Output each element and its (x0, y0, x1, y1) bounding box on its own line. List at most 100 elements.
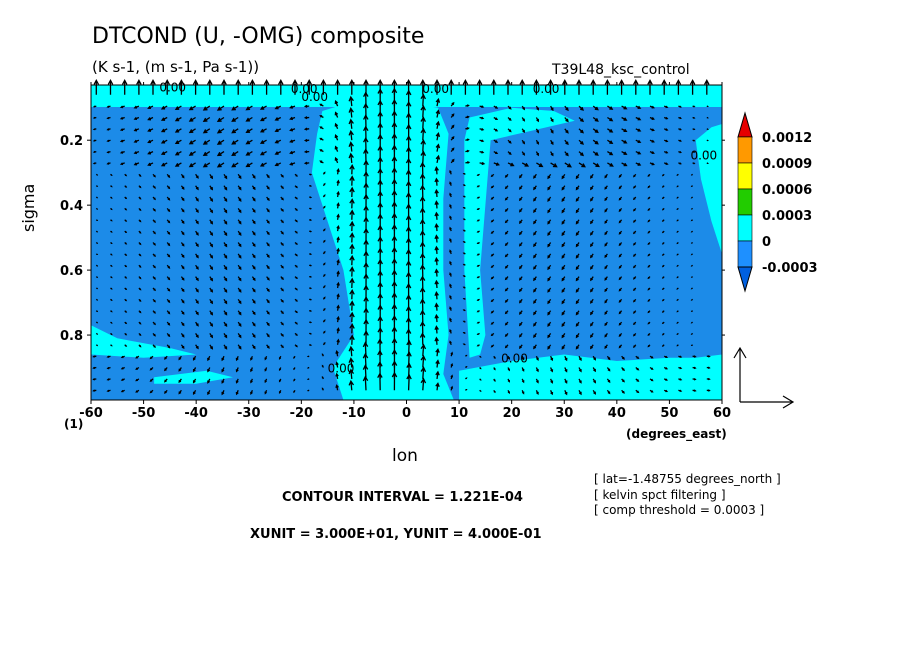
wind-vector (336, 338, 340, 345)
wind-vector (110, 298, 113, 302)
wind-vector (306, 389, 310, 392)
wind-vector (632, 310, 637, 314)
wind-vector (462, 172, 466, 175)
wind-vector (420, 377, 427, 391)
wind-vector (278, 79, 284, 95)
wind-vector (223, 208, 228, 214)
wind-vector (266, 173, 270, 179)
wind-vector (547, 287, 552, 293)
wind-vector (178, 355, 182, 361)
wind-vector (434, 336, 439, 345)
wind-vector (632, 298, 637, 303)
wind-vector (303, 138, 310, 142)
wind-vector (618, 298, 623, 303)
wind-vector (434, 279, 439, 289)
wind-vector (448, 79, 454, 95)
wind-vector (251, 298, 256, 304)
wind-vector (119, 105, 125, 109)
wind-vector (676, 344, 679, 347)
wind-vector (322, 330, 326, 334)
wind-vector (676, 298, 679, 301)
wind-vector (419, 286, 426, 300)
wind-vector (504, 242, 509, 247)
wind-vector (462, 229, 466, 232)
wind-vector (604, 264, 608, 270)
wind-vector (462, 252, 466, 255)
field-lens-patch (154, 370, 233, 384)
wind-vector (192, 79, 199, 95)
wind-vector (334, 79, 341, 95)
wind-vector (336, 304, 340, 311)
wind-vector (661, 230, 665, 234)
wind-vector (521, 128, 526, 133)
wind-vector (419, 332, 426, 345)
wind-vector (216, 139, 225, 145)
wind-vector (575, 219, 580, 225)
wind-vector (676, 219, 679, 222)
wind-vector (521, 139, 526, 145)
wind-vector (462, 297, 466, 300)
wind-vector (251, 253, 256, 259)
wind-vector (632, 276, 637, 280)
wind-vector (124, 298, 128, 302)
wind-vector (663, 139, 669, 143)
wind-vector (306, 378, 310, 380)
wind-vector (592, 367, 597, 373)
wind-vector (216, 105, 225, 111)
wind-vector (434, 188, 439, 198)
wind-vector (535, 151, 539, 157)
wind-vector (606, 367, 611, 372)
wind-vector (676, 287, 679, 290)
wind-vector (490, 332, 495, 337)
wind-vector (661, 79, 667, 95)
wind-vector (479, 139, 485, 143)
wind-vector (434, 313, 439, 323)
wind-vector (264, 355, 268, 361)
wind-vector (706, 366, 711, 370)
wind-vector (647, 264, 651, 268)
wind-vector (663, 355, 669, 359)
wind-vector (95, 241, 99, 244)
wind-vector (209, 219, 214, 225)
wind-vector (550, 151, 554, 157)
colorbar-label: 0.0012 (762, 131, 812, 146)
wind-vector (349, 311, 355, 323)
wind-vector (294, 298, 298, 302)
wind-vector (419, 207, 426, 220)
wind-vector (294, 219, 298, 223)
wind-vector (692, 116, 696, 119)
wind-vector (309, 219, 312, 222)
wind-vector (493, 128, 499, 132)
wind-vector (635, 151, 642, 155)
wind-vector (435, 120, 441, 129)
wind-vector (363, 330, 369, 345)
wind-vector (604, 208, 608, 213)
wind-vector (138, 276, 142, 280)
wind-vector (690, 173, 693, 176)
wind-vector (322, 273, 326, 277)
wind-vector (274, 128, 282, 133)
wind-vector (592, 105, 599, 111)
wind-vector (278, 390, 282, 394)
wind-vector (138, 344, 142, 348)
wind-vector (632, 185, 637, 189)
wind-vector (195, 196, 199, 202)
wind-vector (450, 113, 455, 118)
wind-vector (535, 355, 539, 361)
wind-vector (490, 298, 495, 303)
wind-vector (335, 384, 339, 391)
wind-vector (661, 310, 665, 313)
wind-vector (635, 105, 642, 109)
wind-vector (237, 321, 242, 327)
wind-vector (207, 367, 211, 373)
wind-vector (434, 222, 439, 232)
wind-vector (322, 285, 326, 289)
wind-vector (419, 252, 426, 266)
wind-vector (647, 344, 651, 348)
wind-vector (136, 79, 142, 95)
wind-vector (152, 242, 156, 246)
wind-vector (604, 185, 608, 190)
wind-vector (280, 196, 284, 201)
wind-vector (690, 276, 693, 278)
wind-vector (533, 208, 537, 214)
